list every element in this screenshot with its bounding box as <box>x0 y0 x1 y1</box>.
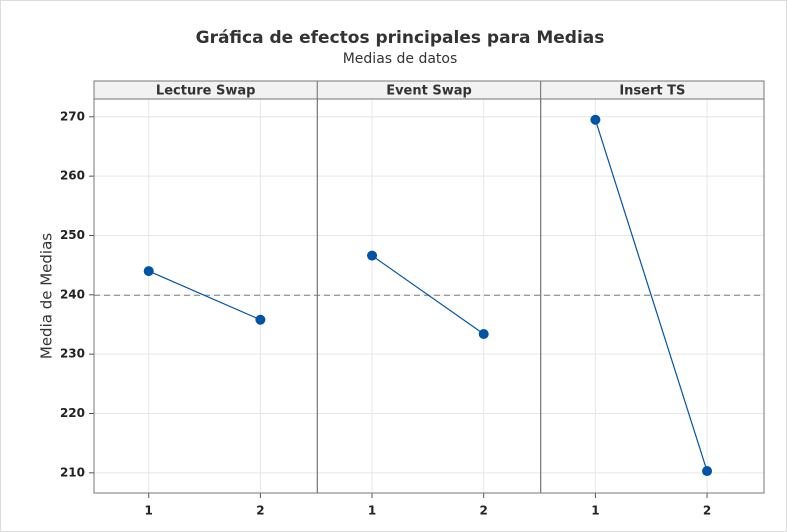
effect-line <box>148 270 261 321</box>
chart-title: Gráfica de efectos principales para Medi… <box>196 28 605 48</box>
panel-title: Lecture Swap <box>156 84 255 99</box>
y-tick-label: 270 <box>60 109 85 123</box>
data-point <box>478 328 489 339</box>
x-tick-label: 2 <box>703 504 711 518</box>
x-tick-label: 1 <box>368 504 376 518</box>
x-tick-label: 1 <box>145 504 153 518</box>
x-tick-label: 2 <box>256 504 264 518</box>
data-point <box>590 114 601 125</box>
data-point <box>143 266 154 277</box>
panel-title: Insert TS <box>619 84 685 99</box>
chart-subtitle: Medias de datos <box>343 51 458 67</box>
y-tick-label: 260 <box>60 169 85 183</box>
y-tick-label: 220 <box>60 406 85 420</box>
x-tick-label: 1 <box>591 504 599 518</box>
panel-frame <box>540 98 765 494</box>
y-tick-label: 240 <box>60 287 85 301</box>
y-tick-label: 250 <box>60 228 85 242</box>
y-tick-label: 230 <box>60 347 85 361</box>
x-tick-label: 2 <box>480 504 488 518</box>
effect-line <box>371 255 485 335</box>
data-point <box>702 466 713 477</box>
y-tick-label: 210 <box>60 465 85 479</box>
y-axis-label: Media de Medias <box>38 233 56 359</box>
data-point <box>255 314 266 325</box>
panel-title: Event Swap <box>386 84 472 99</box>
effect-line <box>594 119 708 472</box>
data-point <box>367 250 378 261</box>
